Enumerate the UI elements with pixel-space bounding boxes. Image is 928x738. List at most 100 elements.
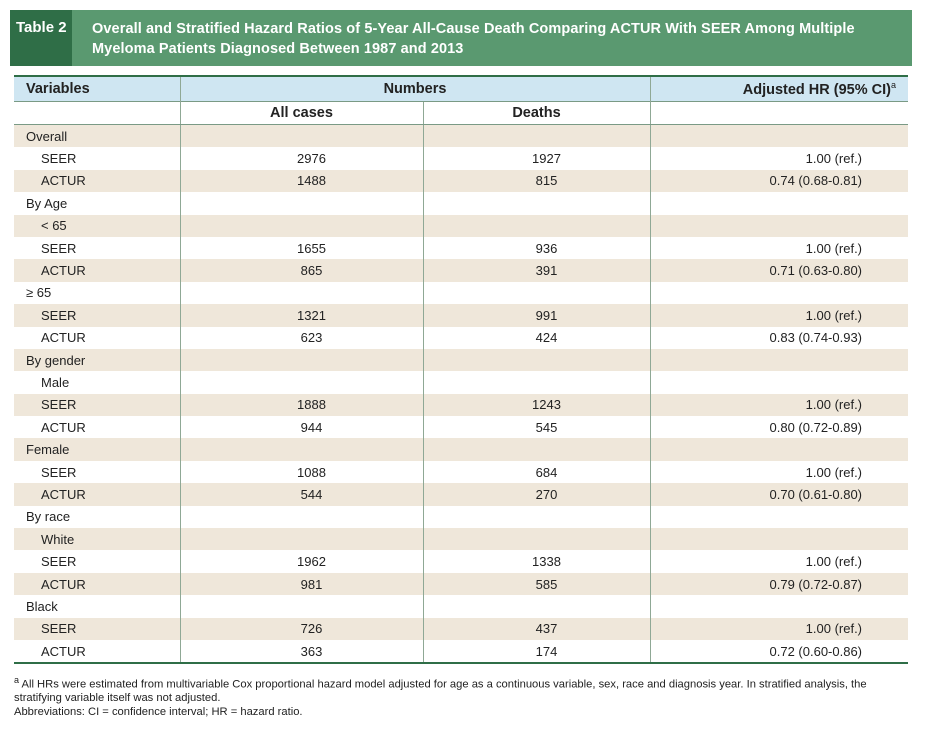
table-row: SEER 1962 1338 1.00 (ref.): [14, 550, 909, 573]
row-label: ≥ 65: [14, 281, 180, 305]
all-cases-cell: 363: [179, 639, 423, 665]
row-label: ACTUR: [14, 326, 180, 349]
row-label: ACTUR: [14, 572, 180, 596]
table-row: Male: [14, 371, 909, 394]
deaths-cell: 1243: [422, 393, 651, 417]
row-label: ACTUR: [14, 416, 180, 439]
adjusted-hr-cell: 0.79 (0.72-0.87): [649, 572, 909, 596]
row-label: SEER: [14, 393, 180, 417]
table-row: ACTUR 1488 815 0.74 (0.68-0.81): [14, 169, 909, 193]
row-label: SEER: [14, 236, 180, 260]
row-label: SEER: [14, 617, 180, 640]
row-label: SEER: [14, 147, 180, 170]
deaths-cell: [422, 192, 651, 215]
adjusted-hr-cell: 1.00 (ref.): [649, 304, 909, 327]
adjusted-hr-cell: 0.83 (0.74-0.93): [649, 326, 909, 349]
adjusted-hr-cell: 0.71 (0.63-0.80): [649, 259, 909, 282]
row-label: White: [14, 528, 180, 551]
all-cases-cell: [179, 371, 423, 394]
adjusted-hr-cell: 1.00 (ref.): [649, 147, 909, 170]
adjusted-hr-cell: [649, 214, 909, 237]
deaths-cell: [422, 528, 651, 551]
deaths-cell: 391: [422, 259, 651, 282]
table-row: By race: [14, 505, 909, 529]
row-label: Female: [14, 438, 180, 461]
adjusted-hr-cell: [649, 124, 909, 148]
all-cases-cell: [179, 595, 423, 618]
hazard-ratio-table: Variables Numbers Adjusted HR (95% CI)a …: [14, 75, 909, 665]
all-cases-cell: [179, 124, 423, 148]
deaths-cell: 545: [422, 416, 651, 439]
row-label: ACTUR: [14, 259, 180, 282]
table-row: < 65: [14, 214, 909, 237]
all-cases-cell: 1321: [179, 304, 423, 327]
table-row: White: [14, 528, 909, 551]
adjusted-hr-cell: [649, 192, 909, 215]
adjusted-hr-cell: 1.00 (ref.): [649, 617, 909, 640]
table-row: SEER 1655 936 1.00 (ref.): [14, 236, 909, 260]
header-numbers: Numbers: [179, 75, 651, 102]
table-row: By Age: [14, 192, 909, 215]
adjusted-hr-cell: [649, 528, 909, 551]
all-cases-cell: [179, 505, 423, 529]
deaths-cell: [422, 124, 651, 148]
adjusted-hr-cell: 1.00 (ref.): [649, 393, 909, 417]
table-title-bar: Table 2 Overall and Stratified Hazard Ra…: [10, 10, 912, 66]
all-cases-cell: [179, 438, 423, 461]
table-row: Black: [14, 595, 909, 618]
row-label: By Age: [14, 192, 180, 215]
all-cases-cell: 1088: [179, 460, 423, 484]
all-cases-cell: [179, 528, 423, 551]
table-title: Overall and Stratified Hazard Ratios of …: [92, 21, 855, 57]
row-label: Black: [14, 595, 180, 618]
table-row: ACTUR 944 545 0.80 (0.72-0.89): [14, 416, 909, 439]
adjusted-hr-cell: 0.72 (0.60-0.86): [649, 639, 909, 665]
all-cases-cell: 1655: [179, 236, 423, 260]
all-cases-cell: [179, 214, 423, 237]
header-row-top: Variables Numbers Adjusted HR (95% CI)a: [14, 75, 909, 102]
table-number-label: Table 2: [10, 10, 72, 66]
deaths-cell: [422, 214, 651, 237]
all-cases-cell: [179, 348, 423, 372]
header-deaths: Deaths: [422, 101, 651, 125]
deaths-cell: 936: [422, 236, 651, 260]
all-cases-cell: 726: [179, 617, 423, 640]
all-cases-cell: [179, 281, 423, 305]
all-cases-cell: 865: [179, 259, 423, 282]
header-adjusted-hr-label: Adjusted HR (95% CI): [742, 81, 891, 98]
row-label: ACTUR: [14, 639, 180, 665]
adjusted-hr-cell: [649, 595, 909, 618]
adjusted-hr-cell: [649, 348, 909, 372]
deaths-cell: 437: [422, 617, 651, 640]
deaths-cell: [422, 438, 651, 461]
deaths-cell: 1927: [422, 147, 651, 170]
deaths-cell: 174: [422, 639, 651, 665]
table-row: Female: [14, 438, 909, 461]
table-row: ACTUR 623 424 0.83 (0.74-0.93): [14, 326, 909, 349]
table-row: ACTUR 544 270 0.70 (0.61-0.80): [14, 483, 909, 506]
footnote-marker: a: [891, 80, 897, 91]
adjusted-hr-cell: [649, 371, 909, 394]
all-cases-cell: 981: [179, 572, 423, 596]
row-label: ACTUR: [14, 169, 180, 193]
table-row: ACTUR 363 174 0.72 (0.60-0.86): [14, 639, 909, 665]
header-blank: [649, 101, 909, 125]
all-cases-cell: 623: [179, 326, 423, 349]
table-row: SEER 2976 1927 1.00 (ref.): [14, 147, 909, 170]
header-adjusted-hr: Adjusted HR (95% CI)a: [649, 75, 909, 102]
adjusted-hr-cell: [649, 505, 909, 529]
footnote-a: a All HRs were estimated from multivaria…: [14, 674, 908, 706]
all-cases-cell: 944: [179, 416, 423, 439]
adjusted-hr-cell: 0.80 (0.72-0.89): [649, 416, 909, 439]
row-label: By race: [14, 505, 180, 529]
deaths-cell: 270: [422, 483, 651, 506]
row-label: SEER: [14, 304, 180, 327]
table-row: SEER 1888 1243 1.00 (ref.): [14, 393, 909, 417]
table-row: ≥ 65: [14, 281, 909, 305]
row-label: Overall: [14, 124, 180, 148]
deaths-cell: 815: [422, 169, 651, 193]
row-label: SEER: [14, 550, 180, 573]
row-label: < 65: [14, 214, 180, 237]
all-cases-cell: 1488: [179, 169, 423, 193]
row-label: SEER: [14, 460, 180, 484]
